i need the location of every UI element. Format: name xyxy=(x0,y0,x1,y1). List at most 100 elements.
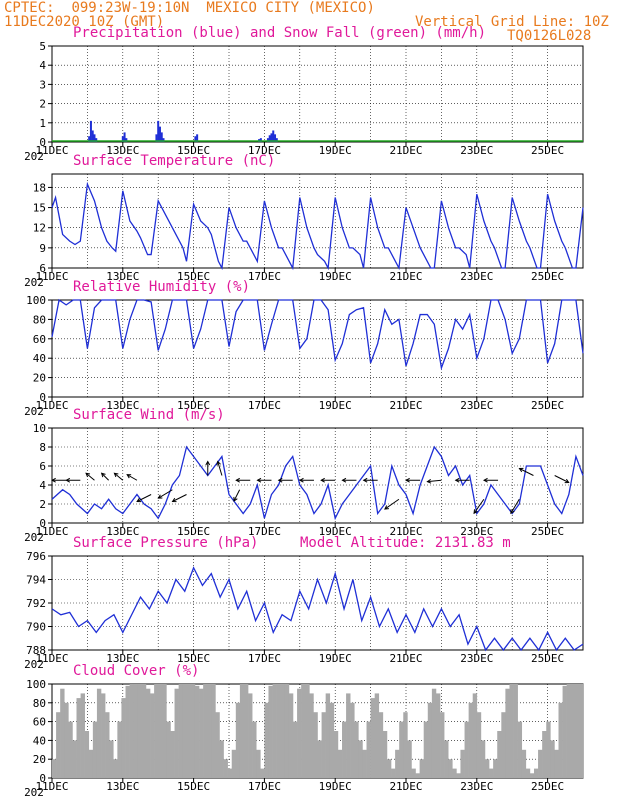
cloud-bar xyxy=(358,740,363,778)
y-tick-label: 40 xyxy=(33,734,46,747)
cloud-bar xyxy=(448,759,453,778)
x-tick-label: 23DEC xyxy=(460,399,493,412)
wind-arrow-head xyxy=(341,477,347,483)
y-tick-label: 1 xyxy=(39,117,46,130)
cloud-bar xyxy=(239,684,245,778)
cloud-bar xyxy=(542,731,547,778)
cloud-bar xyxy=(292,721,298,778)
plot-frame xyxy=(51,173,584,269)
x-tick-label: 23DEC xyxy=(460,652,493,665)
wind-arrow xyxy=(136,494,152,502)
cloud-bar xyxy=(186,684,192,778)
x-tick-label: 19DEC xyxy=(319,652,352,665)
cloud-bar xyxy=(125,685,130,778)
panel-title: Precipitation (blue) and Snow Fall (gree… xyxy=(73,25,486,41)
cloud-bar xyxy=(382,731,388,778)
wind-arrow xyxy=(473,498,485,514)
x-tick-label: 13DEC xyxy=(106,270,139,283)
cloud-bar xyxy=(337,749,343,778)
cloud-bar xyxy=(489,768,494,778)
x-tick-label: 15DEC xyxy=(177,652,210,665)
y-tick-label: 0 xyxy=(39,391,46,404)
cloud-bar xyxy=(268,685,273,778)
x-tick-label: 23DEC xyxy=(460,144,493,157)
cloud-bar xyxy=(68,721,73,778)
wind-arrow-head xyxy=(51,477,56,483)
precip-bar xyxy=(275,138,278,142)
cloud-bar xyxy=(199,688,204,778)
series-line xyxy=(51,181,584,271)
cloud-bar xyxy=(501,712,506,778)
x-tick-label: 21DEC xyxy=(389,780,422,793)
wind-arrow-head xyxy=(298,477,304,483)
header-coords: 099:23W-19:10N xyxy=(71,0,190,16)
wind-arrow-head xyxy=(510,509,515,515)
y-tick-label: 4 xyxy=(39,479,46,492)
panel-title: Relative Humidity (%) xyxy=(73,279,250,295)
cloud-bar xyxy=(562,685,567,778)
header-source: CPTEC: xyxy=(4,0,55,16)
precip-bar xyxy=(125,138,128,142)
wind-arrow-head xyxy=(384,505,389,510)
y-tick-label: 60 xyxy=(33,716,46,729)
x-tick-label: 21DEC xyxy=(389,525,422,538)
panel-title: Surface Wind (m/s) xyxy=(73,407,225,423)
header-location: MEXICO CITY (MEXICO) xyxy=(206,0,375,16)
wind-arrow-head xyxy=(473,509,478,515)
cloud-bar xyxy=(92,721,98,778)
cloud-bar xyxy=(415,773,420,778)
x-tick-label: 19DEC xyxy=(319,270,352,283)
x-tick-label: 23DEC xyxy=(460,780,493,793)
cloud-bar xyxy=(227,768,233,778)
cloud-bar xyxy=(427,702,433,778)
x-tick-label: 15DEC xyxy=(177,144,210,157)
precip-bar xyxy=(259,138,262,142)
wind-arrow-head xyxy=(136,497,142,503)
precip-bar xyxy=(270,133,273,142)
cloud-bar xyxy=(329,702,335,778)
cloud-bar xyxy=(182,684,188,778)
cloud-bar xyxy=(305,684,310,778)
x-tick-label: 25DEC xyxy=(531,144,564,157)
cloud-bar xyxy=(391,768,396,778)
cloud-bar xyxy=(203,684,208,778)
cloud-bar xyxy=(158,684,163,778)
x-tick-label: 21DEC xyxy=(389,652,422,665)
header-run: 11DEC2020 10Z (GMT) xyxy=(4,14,165,30)
y-tick-label: 788 xyxy=(26,644,46,657)
wind-arrow-head xyxy=(454,477,460,483)
cloud-bar xyxy=(440,712,445,778)
wind-arrow-head xyxy=(235,477,240,483)
panel-annotation: Model Altitude: 2131.83 m xyxy=(300,535,511,551)
precip-bar xyxy=(123,132,126,142)
panel-title: Surface Pressure (hPa) xyxy=(73,535,258,551)
cloud-bar xyxy=(113,759,118,778)
cloud-bar xyxy=(129,684,134,778)
cloud-bar xyxy=(297,688,302,778)
cloud-bar xyxy=(260,768,265,778)
x-tick-label: 19DEC xyxy=(319,780,352,793)
y-tick-label: 794 xyxy=(26,574,46,587)
cloud-bar xyxy=(252,721,257,778)
cloud-bar xyxy=(272,684,277,778)
cloud-bar xyxy=(190,684,196,778)
cloud-bar xyxy=(538,749,543,778)
x-tick-label: 17DEC xyxy=(248,270,281,283)
wind-arrow xyxy=(126,474,138,481)
precip-bar xyxy=(266,138,269,142)
cloud-bar xyxy=(117,721,122,778)
precip-bar xyxy=(274,134,277,142)
wind-arrow-head xyxy=(426,478,432,484)
cloud-bar xyxy=(162,684,167,778)
wind-arrow-head xyxy=(564,478,570,484)
cloud-bar xyxy=(570,684,576,778)
wind-arrow-head xyxy=(277,477,283,483)
cloud-bar xyxy=(321,712,326,778)
y-tick-label: 9 xyxy=(39,242,46,255)
cloud-bar xyxy=(52,759,57,778)
y-tick-label: 6 xyxy=(39,460,46,473)
cloud-bar xyxy=(276,684,282,778)
x-tick-label: 13DEC xyxy=(106,780,139,793)
precip-bar xyxy=(194,136,197,142)
